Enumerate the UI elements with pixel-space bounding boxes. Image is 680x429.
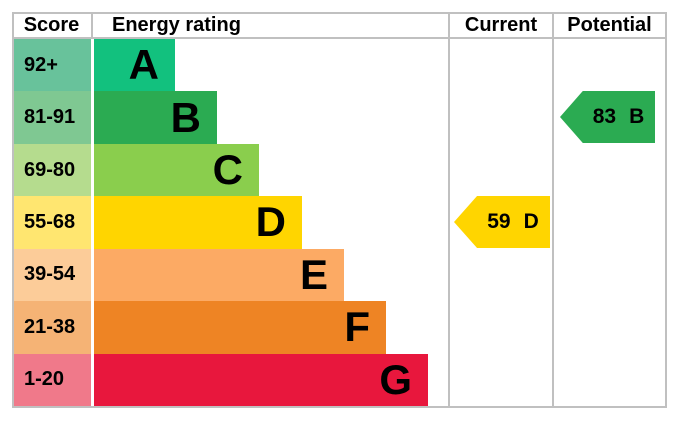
band-rows: 92+ A 81-91 B 69-80 C 55-68 — [14, 39, 448, 406]
potential-score: 83 — [592, 105, 617, 128]
band-score-cell: 55-68 — [14, 196, 91, 249]
header-current: Current — [464, 14, 538, 36]
band-letter: C — [212, 146, 243, 194]
band-letter: A — [128, 41, 159, 89]
band-score-range: 55-68 — [24, 210, 76, 233]
band-score-cell: 92+ — [14, 39, 91, 92]
band-score-cell: 21-38 — [14, 301, 91, 354]
band-row: 55-68 D — [14, 196, 448, 249]
band-score-cell: 69-80 — [14, 143, 91, 197]
band-score-range: 81-91 — [24, 106, 76, 129]
table-border-bottom — [12, 406, 667, 408]
band-score-cell: 1-20 — [14, 353, 91, 406]
band-letter: F — [344, 303, 370, 351]
potential-band: B — [629, 105, 645, 128]
band-score-range: 21-38 — [24, 315, 76, 338]
band-row: 1-20 G — [14, 353, 448, 406]
band-letter: G — [379, 355, 412, 403]
table-border-left — [12, 12, 14, 408]
current-score: 59 — [487, 210, 511, 233]
current-rating-arrow: 59 D — [454, 196, 550, 248]
table-divider-score — [91, 12, 93, 39]
band-score-range: 1-20 — [24, 368, 65, 391]
band-bar: A — [94, 39, 175, 92]
current-band: D — [523, 210, 539, 233]
header-score: Score — [23, 14, 80, 36]
potential-rating-arrow: 83 B — [560, 91, 655, 143]
band-score-cell: 81-91 — [14, 91, 91, 144]
band-row: 39-54 E — [14, 248, 448, 302]
band-letter: E — [299, 250, 328, 298]
table-divider-potential-column — [552, 12, 554, 408]
band-bar: C — [94, 143, 259, 197]
table-divider-current-column — [448, 12, 450, 408]
band-bar: E — [94, 248, 344, 302]
band-row: 81-91 B — [14, 91, 448, 144]
band-score-range: 69-80 — [24, 158, 76, 181]
band-bar: G — [94, 353, 428, 406]
table-border-top — [12, 12, 667, 14]
band-bar: F — [94, 301, 386, 354]
band-row: 69-80 C — [14, 143, 448, 197]
table-border-right — [665, 12, 667, 408]
band-letter: B — [170, 93, 201, 141]
band-score-cell: 39-54 — [14, 248, 91, 302]
band-score-range: 92+ — [24, 53, 58, 76]
band-bar: D — [94, 196, 302, 249]
band-score-range: 39-54 — [24, 263, 76, 286]
header-potential: Potential — [567, 14, 652, 36]
band-row: 21-38 F — [14, 301, 448, 354]
header-energy-rating: Energy rating — [112, 14, 241, 36]
table-border-header-bottom — [12, 37, 667, 39]
band-bar: B — [94, 91, 217, 144]
band-row: 92+ A — [14, 39, 448, 92]
band-letter: D — [255, 198, 286, 246]
